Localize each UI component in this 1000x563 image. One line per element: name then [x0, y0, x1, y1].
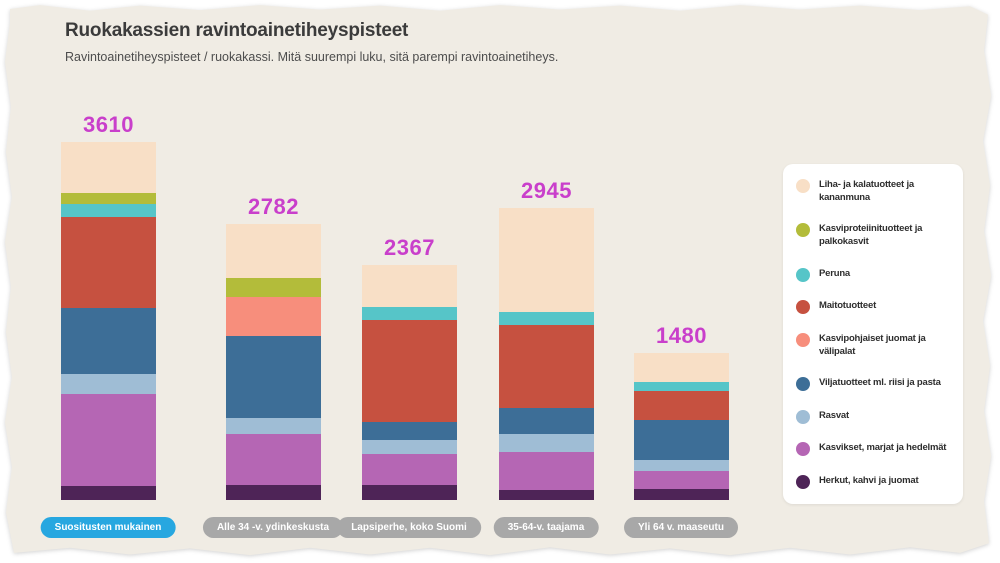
bar-segment-rasvat[interactable] [226, 417, 321, 434]
bar-segment-peruna[interactable] [499, 312, 594, 326]
legend-swatch-icon [796, 377, 810, 392]
legend-item-kasvikset-marjat-ja-hedelm-t[interactable]: Kasvikset, marjat ja hedelmät [796, 442, 955, 457]
legend-swatch-icon [796, 300, 810, 315]
bar-group-5: 1480 [634, 323, 729, 500]
bar-stack-5 [634, 353, 729, 500]
bar-segment-herkut-kahvi-ja-juomat[interactable] [362, 485, 457, 500]
legend-item-label: Kasviproteiinituotteet ja palkokasvit [819, 223, 923, 248]
bar-segment-kasvikset-marjat-ja-hedelm-t[interactable] [226, 433, 321, 485]
legend-swatch-icon [796, 179, 810, 193]
legend-card: Liha- ja kalatuotteet ja kananmuna Kasvip… [783, 164, 963, 504]
bar-total-label: 2367 [384, 235, 435, 260]
bar-segment-kasvikset-marjat-ja-hedelm-t[interactable] [634, 471, 729, 490]
bar-total-label: 1480 [656, 323, 707, 348]
bar-segment-liha-ja-kalatuotteet-ja-kananmuna[interactable] [634, 353, 729, 383]
legend-item-label: Rasvat [819, 409, 849, 421]
bar-segment-liha-ja-kalatuotteet-ja-kananmuna[interactable] [61, 142, 156, 193]
legend-swatch-icon [796, 409, 810, 424]
legend-item-peruna[interactable]: Peruna [796, 267, 955, 282]
legend-item-liha-ja-kalatuotteet-ja-kananmuna[interactable]: Liha- ja kalatuotteet ja kananmuna [796, 179, 955, 205]
bar-segment-herkut-kahvi-ja-juomat[interactable] [634, 489, 729, 500]
bar-segment-maitotuotteet[interactable] [61, 217, 156, 308]
legend-swatch-icon [796, 442, 810, 457]
legend-item-label: Herkut, kahvi ja juomat [819, 475, 919, 486]
legend-item-label: Kasvipohjaiset juomat ja välipalat [819, 332, 926, 357]
bar-segment-viljatuotteet-ml-riisi-ja-pasta[interactable] [61, 307, 156, 374]
bar-segment-viljatuotteet-ml-riisi-ja-pasta[interactable] [362, 421, 457, 441]
bar-total-label: 3610 [83, 112, 134, 137]
category-pill-lapsiperhe-koko-suomi[interactable]: Lapsiperhe, koko Suomi [337, 517, 481, 538]
legend-item-rasvat[interactable]: Rasvat [796, 409, 955, 424]
bar-segment-rasvat[interactable] [362, 440, 457, 455]
legend-swatch-icon [796, 223, 810, 238]
category-pill-35-64-v-taajama[interactable]: 35-64-v. taajama [493, 517, 599, 538]
legend-item-maitotuotteet[interactable]: Maitotuotteet [796, 300, 955, 315]
bar-segment-rasvat[interactable] [61, 373, 156, 395]
bar-segment-viljatuotteet-ml-riisi-ja-pasta[interactable] [634, 420, 729, 460]
bar-stack-2 [226, 224, 321, 501]
bar-segment-viljatuotteet-ml-riisi-ja-pasta[interactable] [226, 335, 321, 418]
bar-group-3: 2367 [362, 235, 457, 500]
bar-segment-herkut-kahvi-ja-juomat[interactable] [499, 489, 594, 500]
bar-group-2: 2782 [226, 194, 321, 501]
bar-group-1: 3610 [61, 112, 156, 500]
legend-swatch-icon [796, 332, 810, 347]
category-pill-alle-34-v-ydinkeskusta[interactable]: Alle 34 -v. ydinkeskusta [202, 517, 344, 538]
bar-segment-kasviproteiinituotteet-ja-palkokasvit[interactable] [61, 192, 156, 205]
bar-segment-maitotuotteet[interactable] [499, 325, 594, 408]
legend-item-herkut-kahvi-ja-juomat[interactable]: Herkut, kahvi ja juomat [796, 475, 955, 489]
bar-segment-liha-ja-kalatuotteet-ja-kananmuna[interactable] [499, 208, 594, 313]
bar-segment-kasvikset-marjat-ja-hedelm-t[interactable] [362, 454, 457, 486]
legend-item-kasviproteiinituotteet-ja-palkokasvit[interactable]: Kasviproteiinituotteet ja palkokasvit [796, 223, 955, 249]
legend-item-viljatuotteet-ml-riisi-ja-pasta[interactable]: Viljatuotteet ml. riisi ja pasta [796, 377, 955, 392]
category-pill-yli-64-v-maaseutu[interactable]: Yli 64 v. maaseutu [624, 517, 738, 538]
bar-segment-kasvipohjaiset-juomat-ja-v-lipalat[interactable] [226, 297, 321, 336]
bar-stack-4 [499, 208, 594, 500]
page-title: Ruokakassien ravintoainetiheyspisteet [65, 20, 409, 41]
legend-swatch-icon [796, 267, 810, 282]
legend-swatch-icon [796, 475, 810, 489]
bar-segment-herkut-kahvi-ja-juomat[interactable] [61, 485, 156, 500]
bar-segment-liha-ja-kalatuotteet-ja-kananmuna[interactable] [362, 265, 457, 307]
bar-segment-liha-ja-kalatuotteet-ja-kananmuna[interactable] [226, 224, 321, 279]
bar-segment-kasviproteiinituotteet-ja-palkokasvit[interactable] [226, 278, 321, 298]
bar-total-label: 2945 [521, 178, 572, 203]
bar-segment-maitotuotteet[interactable] [362, 319, 457, 422]
bar-segment-herkut-kahvi-ja-juomat[interactable] [226, 484, 321, 501]
bar-segment-rasvat[interactable] [499, 433, 594, 452]
page-subtitle: Ravintoainetiheyspisteet / ruokakassi. M… [65, 50, 559, 64]
bar-group-4: 2945 [499, 178, 594, 500]
bar-segment-peruna[interactable] [634, 382, 729, 391]
legend-item-label: Peruna [819, 267, 851, 279]
legend-item-label: Maitotuotteet [819, 300, 877, 312]
category-pill-suositusten-mukainen[interactable]: Suositusten mukainen [40, 517, 176, 538]
bar-stack-1 [61, 142, 156, 500]
bar-total-label: 2782 [248, 194, 299, 219]
bar-stack-3 [362, 265, 457, 500]
bar-segment-peruna[interactable] [61, 204, 156, 218]
bar-segment-viljatuotteet-ml-riisi-ja-pasta[interactable] [499, 407, 594, 434]
legend-item-kasvipohjaiset-juomat-ja-v-lipalat[interactable]: Kasvipohjaiset juomat ja välipalat [796, 332, 955, 359]
bar-segment-rasvat[interactable] [634, 459, 729, 472]
legend-item-label: Kasvikset, marjat ja hedelmät [819, 442, 947, 454]
bar-segment-peruna[interactable] [362, 306, 457, 320]
legend-item-label: Liha- ja kalatuotteet ja kananmuna [819, 179, 914, 203]
bar-segment-maitotuotteet[interactable] [634, 390, 729, 421]
legend-item-label: Viljatuotteet ml. riisi ja pasta [819, 377, 941, 389]
bar-segment-kasvikset-marjat-ja-hedelm-t[interactable] [61, 394, 156, 486]
bar-segment-kasvikset-marjat-ja-hedelm-t[interactable] [499, 451, 594, 490]
